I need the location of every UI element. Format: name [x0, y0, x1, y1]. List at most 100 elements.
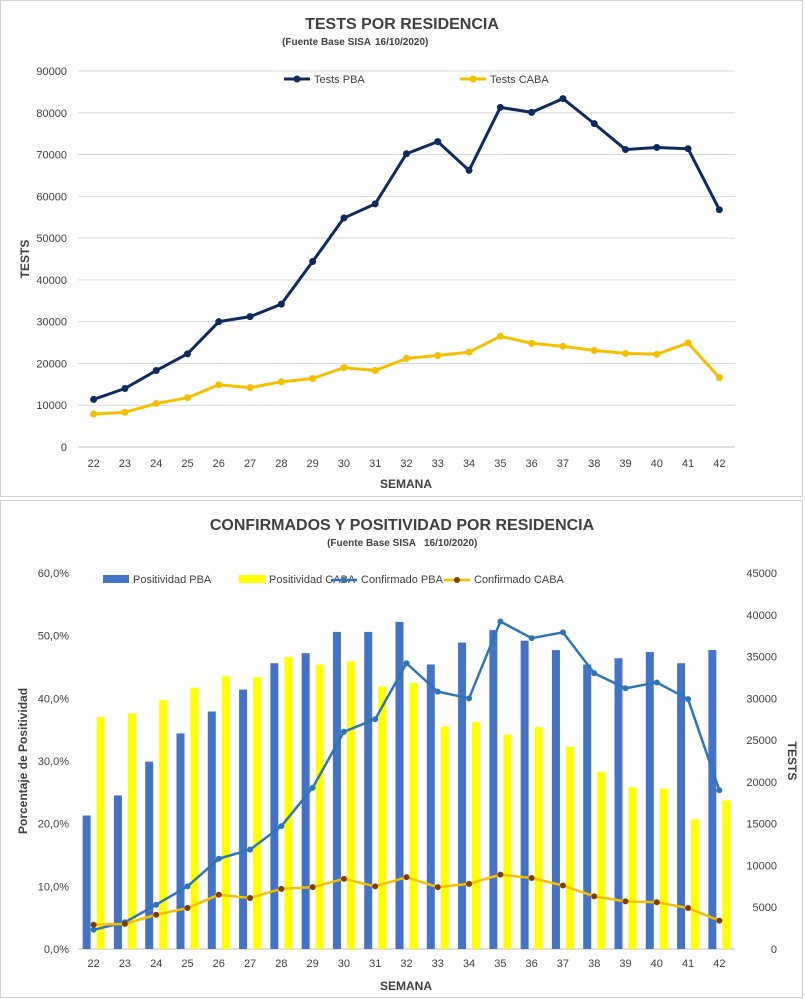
bar [127, 713, 136, 949]
x-tick-label: 23 [119, 958, 131, 970]
x-tick-label: 26 [213, 458, 225, 470]
bar [645, 651, 654, 949]
bar [565, 746, 574, 949]
x-tick-label: 24 [150, 958, 162, 970]
x-tick-label: 36 [526, 958, 538, 970]
data-point [309, 784, 316, 791]
bar [708, 650, 717, 949]
data-point [340, 364, 348, 372]
data-point [246, 384, 254, 392]
data-point [653, 143, 661, 151]
data-point [684, 145, 692, 153]
data-point [277, 378, 285, 386]
data-point [184, 350, 191, 358]
data-point [434, 688, 441, 695]
bar [395, 621, 404, 949]
data-point [153, 911, 160, 918]
data-point [559, 342, 567, 350]
bar [270, 663, 279, 949]
x-tick-label: 37 [557, 458, 569, 470]
bar [82, 815, 91, 949]
legend-swatch [103, 575, 129, 583]
data-point [90, 921, 97, 928]
data-point [528, 635, 535, 642]
y2-tick-label: 40000 [746, 610, 777, 622]
data-point [559, 882, 566, 889]
data-point [528, 339, 536, 347]
data-point [465, 166, 473, 174]
data-point [121, 385, 129, 393]
bar [159, 700, 168, 949]
data-point [403, 354, 410, 362]
data-point [309, 884, 316, 891]
bar [472, 722, 481, 949]
y-tick-label: 40,0% [38, 693, 69, 705]
x-tick-label: 35 [494, 458, 506, 470]
bar [239, 689, 248, 949]
x-tick-label: 30 [338, 958, 350, 970]
x-tick-label: 27 [244, 458, 256, 470]
x-tick-label: 32 [400, 958, 412, 970]
bar [520, 640, 529, 949]
bar [301, 653, 310, 949]
data-point [340, 728, 347, 735]
series-line-1 [93, 334, 721, 416]
legend-marker [454, 577, 460, 583]
data-point [247, 846, 254, 853]
y2-tick-label: 35000 [746, 652, 777, 664]
data-point [184, 394, 191, 402]
data-point [653, 679, 660, 686]
data-point [121, 920, 128, 927]
x-tick-label: 38 [588, 458, 600, 470]
data-point [465, 348, 473, 356]
bar [551, 650, 560, 949]
bar [426, 664, 435, 949]
data-point [590, 346, 598, 354]
y2-tick-label: 0 [771, 944, 777, 956]
x-tick-label: 41 [682, 958, 694, 970]
bar [207, 711, 216, 949]
x-tick-label: 25 [181, 458, 193, 470]
legend-swatch [239, 575, 265, 583]
data-point [372, 883, 379, 890]
data-point [559, 95, 567, 103]
y-tick-label: 0,0% [44, 944, 69, 956]
data-point [496, 103, 504, 111]
data-point [371, 200, 379, 208]
data-point [685, 905, 692, 912]
x-tick-label: 30 [338, 458, 350, 470]
bar [597, 771, 606, 949]
tests-chart-xlabel: SEMANA [380, 477, 432, 491]
data-point [184, 883, 191, 890]
bar [113, 795, 122, 949]
y-tick-label: 0 [61, 442, 67, 454]
data-point [246, 313, 254, 321]
x-tick-label: 39 [619, 958, 631, 970]
x-tick-label: 35 [494, 958, 506, 970]
bar [315, 664, 324, 949]
y-tick-label: 60,0% [38, 568, 69, 580]
data-point [184, 905, 191, 912]
y2-tick-label: 5000 [753, 902, 777, 914]
bar [503, 734, 512, 949]
x-tick-label: 31 [369, 958, 381, 970]
data-point [622, 349, 629, 357]
x-tick-label: 34 [463, 958, 475, 970]
data-point [215, 381, 223, 389]
bar [534, 727, 543, 949]
tests-chart-panel: TESTS POR RESIDENCIA (Fuente Base SISA 1… [0, 0, 803, 497]
data-point [434, 138, 442, 146]
y2-tick-label: 25000 [746, 735, 777, 747]
legend-label: Tests PBA [314, 74, 365, 86]
x-tick-label: 27 [244, 958, 256, 970]
y-tick-label: 30,0% [38, 756, 69, 768]
data-point [278, 823, 285, 830]
data-point [622, 685, 629, 692]
bar [628, 787, 637, 949]
data-point [497, 871, 504, 878]
data-point [90, 926, 97, 933]
y2-tick-label: 45000 [746, 568, 777, 580]
data-point [434, 352, 442, 360]
data-point [590, 120, 598, 128]
legend-marker [293, 75, 301, 83]
